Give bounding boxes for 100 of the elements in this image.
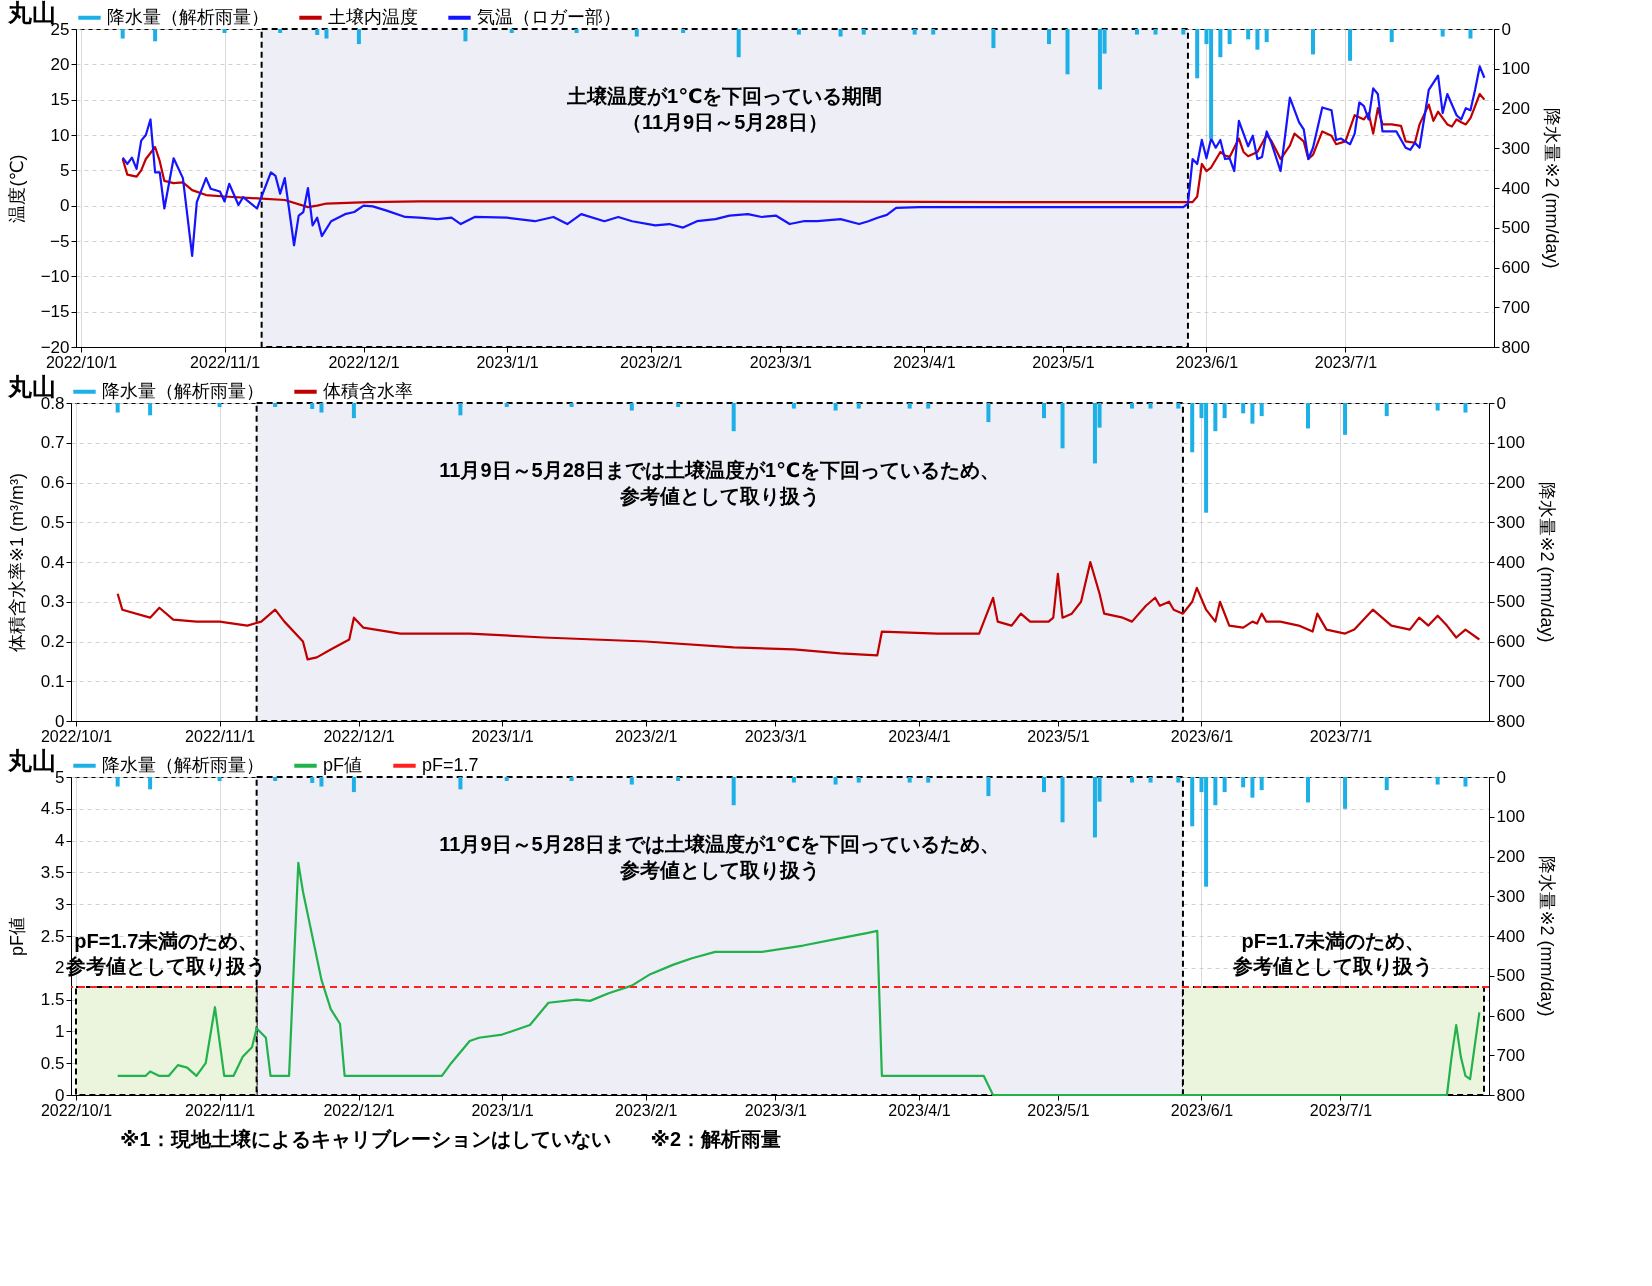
bar <box>1468 29 1473 39</box>
bar <box>833 403 838 411</box>
bar <box>1222 777 1227 793</box>
bar <box>1463 403 1468 413</box>
y-axis-title: 温度(℃) <box>6 154 27 223</box>
bar <box>319 777 324 787</box>
bar <box>629 403 634 411</box>
y2-tick-label: 800 <box>1496 1085 1525 1105</box>
legend-label: 気温（ロガー部） <box>477 6 621 27</box>
bar <box>1348 29 1353 61</box>
text: ※1：現地土壌によるキャリブレーションはしていない ※2：解析雨量 <box>120 1127 783 1152</box>
x-tick-label: 2023/7/1 <box>1309 1101 1373 1119</box>
bar <box>1463 777 1468 787</box>
y-tick-label: 10 <box>50 125 70 145</box>
bar <box>1065 29 1070 75</box>
bar <box>1250 777 1255 798</box>
y2-tick-label: 100 <box>1496 433 1525 453</box>
x-tick-label: 2023/1/1 <box>471 727 534 745</box>
bar <box>1148 403 1153 409</box>
y2-tick-label: 700 <box>1496 1045 1525 1065</box>
bar <box>676 403 681 407</box>
bar <box>1227 29 1232 45</box>
bar <box>1306 777 1310 803</box>
y2-tick-label: 300 <box>1496 886 1525 906</box>
bar <box>1130 777 1134 783</box>
bar <box>217 403 222 407</box>
bar <box>912 29 917 35</box>
bar <box>1135 29 1139 35</box>
y-tick-label: 5 <box>60 160 70 180</box>
bar <box>1343 777 1348 809</box>
bar <box>1343 403 1348 435</box>
bar <box>222 29 227 33</box>
y-tick-label: 0.5 <box>40 1053 65 1073</box>
legend-label: pF値 <box>323 754 363 775</box>
y-tick-label: 0.4 <box>40 552 65 572</box>
bar <box>148 777 153 790</box>
x-tick-label: 2023/3/1 <box>749 353 813 371</box>
y-tick-label: 0.1 <box>40 671 65 691</box>
bar <box>273 403 278 407</box>
bar <box>731 403 736 432</box>
bar <box>856 403 861 409</box>
legend-label: pF=1.7 <box>422 754 479 775</box>
x-tick-label: 2023/4/1 <box>888 1101 951 1119</box>
x-tick-label: 2023/6/1 <box>1170 1101 1234 1119</box>
y-tick-label: 4 <box>55 831 65 851</box>
y2-tick-label: 400 <box>1501 178 1530 198</box>
y2-tick-label: 800 <box>1501 337 1530 357</box>
bar <box>1190 777 1195 827</box>
line-series <box>121 65 1486 257</box>
y-tick-label: 15 <box>50 90 70 110</box>
y2-tick-label: 600 <box>1501 258 1530 277</box>
bar <box>569 777 574 781</box>
bar <box>310 403 315 409</box>
bar <box>509 29 514 33</box>
x-tick-label: 2022/11/1 <box>185 727 256 745</box>
bar <box>315 29 320 35</box>
x-tick-label: 2023/6/1 <box>1170 727 1234 745</box>
bar <box>1389 29 1394 43</box>
x-tick-label: 2023/4/1 <box>888 727 951 745</box>
bar <box>217 777 222 781</box>
bar <box>1190 403 1195 453</box>
y2-tick-label: 500 <box>1496 966 1525 986</box>
bar <box>504 777 509 781</box>
legend-label: 体積含水率 <box>323 380 413 401</box>
y2-tick-label: 500 <box>1501 218 1530 238</box>
legend-label: 土壌内温度 <box>328 6 418 27</box>
bar <box>351 777 356 793</box>
y2-tick-label: 800 <box>1496 711 1525 731</box>
y2-tick-label: 500 <box>1496 592 1525 612</box>
bar <box>310 777 315 783</box>
bar <box>856 777 861 783</box>
bar <box>569 403 574 407</box>
band-label: pF=1.7未満のため、参考値として取り扱う <box>1232 929 1434 978</box>
bar <box>1042 403 1046 419</box>
y2-tick-label: 700 <box>1496 671 1525 691</box>
bar <box>1222 403 1227 419</box>
bar <box>1176 403 1181 409</box>
y-tick-label: 0.3 <box>40 592 65 612</box>
bar <box>931 29 936 35</box>
y-tick-label: 3.5 <box>40 862 65 882</box>
y2-tick-label: 700 <box>1501 297 1530 317</box>
x-tick-label: 2022/11/1 <box>190 353 261 371</box>
bar <box>1246 29 1251 40</box>
bar <box>907 777 912 783</box>
y2-tick-label: 100 <box>1501 59 1530 79</box>
y-tick-label: 0.2 <box>40 632 65 651</box>
bar <box>120 29 125 39</box>
y-tick-label: −10 <box>40 266 70 286</box>
bar <box>1060 403 1065 449</box>
bar <box>1060 777 1065 823</box>
bar <box>1047 29 1051 45</box>
x-tick-label: 2023/2/1 <box>615 727 678 745</box>
x-tick-label: 2023/6/1 <box>1175 353 1239 371</box>
x-tick-label: 2023/7/1 <box>1309 727 1373 745</box>
y2-tick-label: 0 <box>1496 767 1506 787</box>
y2-tick-label: 400 <box>1496 552 1525 572</box>
bar <box>1218 29 1223 58</box>
bar <box>504 403 509 407</box>
x-tick-label: 2022/11/1 <box>185 1101 256 1119</box>
bar <box>736 29 741 58</box>
